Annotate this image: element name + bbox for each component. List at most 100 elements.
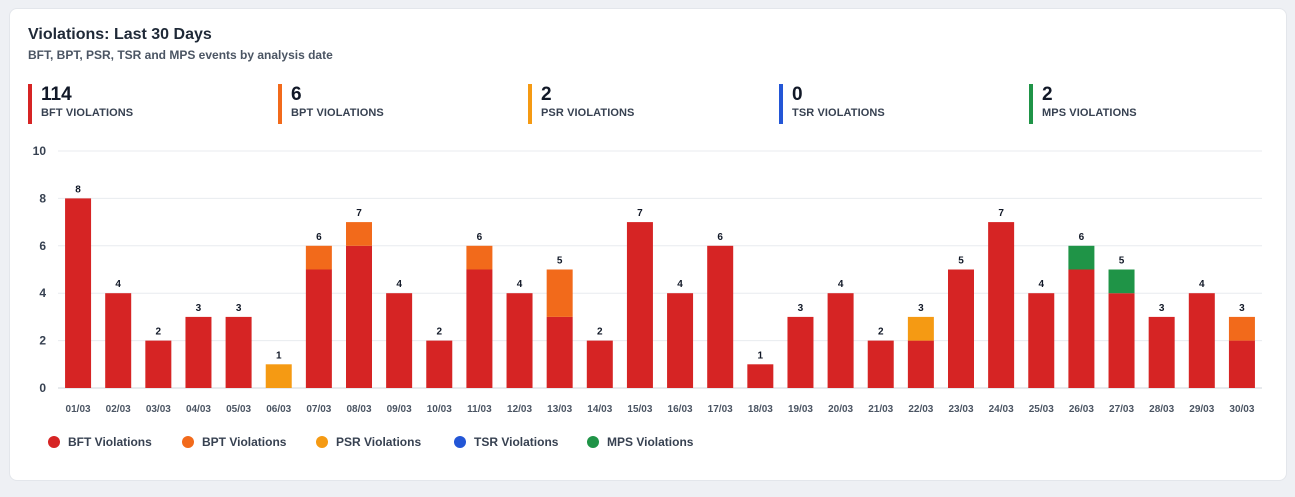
summary-stats: 114 BFT VIOLATIONS 6 BPT VIOLATIONS 2 PS… [28, 84, 1278, 124]
legend-swatch [182, 435, 194, 448]
stat-tsr: 0 TSR VIOLATIONS [779, 84, 885, 124]
bar-total-label: 4 [396, 279, 402, 290]
x-tick-label: 29/03 [1189, 404, 1214, 415]
x-tick-label: 15/03 [627, 404, 652, 415]
bar-segment [65, 198, 92, 388]
bar-segment [827, 293, 854, 388]
bar-total-label: 6 [1079, 232, 1085, 243]
legend-item-mps[interactable]: MPS Violations [587, 433, 693, 451]
bar-total-label: 1 [276, 350, 282, 361]
card-title: Violations: Last 30 Days [28, 26, 212, 43]
bar-total-label: 6 [316, 232, 322, 243]
bar-segment [346, 222, 372, 246]
bar-segment [145, 340, 172, 388]
y-tick-label: 2 [39, 334, 46, 348]
bar-total-label: 7 [998, 208, 1004, 219]
bar-segment [386, 293, 413, 388]
bar-total-label: 3 [1159, 303, 1165, 314]
bar-total-label: 3 [196, 303, 202, 314]
legend-item-psr[interactable]: PSR Violations [316, 433, 421, 451]
legend-item-bpt[interactable]: BPT Violations [182, 433, 286, 451]
x-tick-label: 03/03 [146, 404, 171, 415]
legend-swatch [587, 435, 599, 448]
bar-segment [225, 316, 252, 388]
bar-segment [907, 316, 934, 341]
x-tick-label: 24/03 [989, 404, 1014, 415]
legend-swatch [48, 435, 60, 448]
stat-label: BPT VIOLATIONS [291, 107, 384, 119]
bar-segment [305, 245, 332, 270]
y-tick-label: 6 [39, 239, 46, 253]
bar-total-label: 4 [115, 279, 121, 290]
bar-segment [466, 245, 493, 270]
x-tick-label: 28/03 [1149, 404, 1174, 415]
y-tick-label: 4 [39, 286, 46, 300]
legend-label: BPT Violations [202, 434, 287, 449]
bar-segment [1068, 269, 1095, 388]
stat-bpt: 6 BPT VIOLATIONS [278, 84, 384, 124]
bar-total-label: 3 [798, 303, 804, 314]
legend-item-tsr[interactable]: TSR Violations [454, 433, 558, 451]
bar-total-label: 3 [918, 303, 924, 314]
legend-label: TSR Violations [474, 434, 559, 449]
legend-swatch [454, 435, 466, 448]
x-tick-label: 19/03 [788, 404, 813, 415]
stat-label: TSR VIOLATIONS [792, 107, 885, 119]
bar-segment [747, 364, 774, 388]
bar-segment [265, 364, 292, 388]
x-tick-label: 02/03 [106, 404, 131, 415]
y-tick-label: 8 [39, 191, 46, 205]
bar-total-label: 6 [477, 232, 483, 243]
bar-segment [546, 316, 573, 388]
x-tick-label: 11/03 [467, 404, 492, 415]
bar-total-label: 2 [597, 327, 603, 338]
stacked-bar-chart: 0 2 4 6 8 10 8 01/03 4 02/03 2 03/03 3 04/03 3 05/03 1 06… [33, 144, 1262, 415]
x-tick-label: 16/03 [668, 404, 693, 415]
x-tick-label: 18/03 [748, 404, 773, 415]
bar-total-label: 2 [436, 327, 442, 338]
bar-segment [506, 293, 533, 388]
bar-total-label: 8 [75, 184, 81, 195]
bar-segment [346, 245, 372, 388]
bar-segment [1228, 316, 1255, 341]
bar-total-label: 3 [1239, 303, 1245, 314]
bar-segment [907, 340, 934, 388]
bar-total-label: 4 [677, 279, 683, 290]
legend-label: PSR Violations [336, 434, 422, 449]
bar-total-label: 7 [356, 208, 362, 219]
violations-card: Violations: Last 30 Days BFT, BPT, PSR, … [9, 8, 1287, 481]
stat-value: 0 [792, 84, 803, 105]
bar-total-label: 2 [156, 327, 162, 338]
bar-segment [867, 340, 894, 388]
bar-segment [1028, 293, 1055, 388]
stat-value: 114 [41, 84, 72, 105]
stat-value: 6 [291, 84, 302, 105]
bar-segment [948, 269, 974, 388]
bar-total-label: 7 [637, 208, 643, 219]
x-tick-label: 10/03 [427, 404, 452, 415]
stat-label: BFT VIOLATIONS [41, 107, 134, 119]
bar-total-label: 5 [1119, 256, 1125, 267]
card-subtitle: BFT, BPT, PSR, TSR and MPS events by ana… [28, 48, 333, 62]
x-tick-label: 30/03 [1229, 404, 1254, 415]
bar-segment [1188, 293, 1215, 388]
bar-segment [586, 340, 613, 388]
bar-total-label: 4 [1038, 279, 1044, 290]
stat-value: 2 [541, 84, 552, 105]
x-tick-label: 13/03 [547, 404, 572, 415]
stat-mps: 2 MPS VIOLATIONS [1029, 84, 1137, 124]
stat-value: 2 [1042, 84, 1053, 105]
legend-swatch [316, 435, 328, 448]
x-tick-label: 27/03 [1109, 404, 1134, 415]
x-tick-label: 09/03 [387, 404, 412, 415]
bar-segment [787, 316, 814, 388]
x-tick-label: 20/03 [828, 404, 853, 415]
bar-total-label: 4 [1199, 279, 1205, 290]
x-tick-label: 12/03 [507, 404, 532, 415]
x-tick-label: 05/03 [226, 404, 251, 415]
x-tick-label: 01/03 [66, 404, 91, 415]
legend-item-bft[interactable]: BFT Violations [48, 433, 152, 451]
bar-segment [426, 340, 453, 388]
bar-total-label: 5 [557, 256, 563, 267]
bar-segment [1108, 269, 1135, 294]
